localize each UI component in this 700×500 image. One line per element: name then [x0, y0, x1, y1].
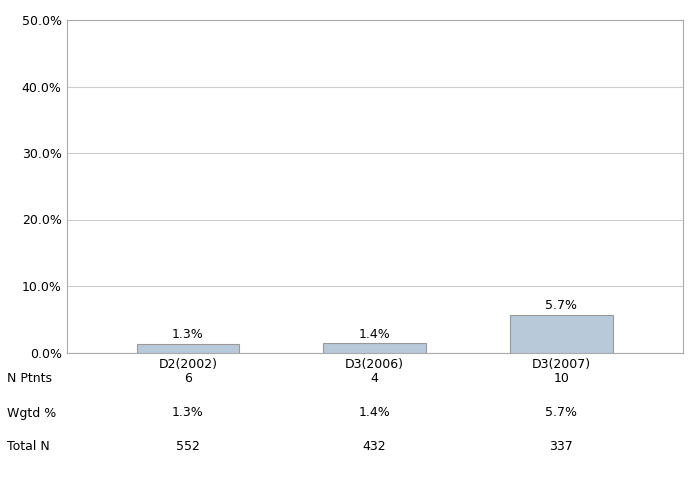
Text: 10: 10 — [553, 372, 569, 386]
Text: 6: 6 — [184, 372, 192, 386]
Text: 5.7%: 5.7% — [545, 299, 578, 312]
Bar — [136, 344, 239, 352]
Text: 4: 4 — [370, 372, 379, 386]
Text: 552: 552 — [176, 440, 199, 454]
Text: 432: 432 — [363, 440, 386, 454]
Text: 1.3%: 1.3% — [172, 328, 204, 341]
Bar — [323, 343, 426, 352]
Text: 5.7%: 5.7% — [545, 406, 578, 420]
Text: 1.4%: 1.4% — [358, 328, 391, 340]
Text: Wgtd %: Wgtd % — [7, 406, 56, 420]
Text: Total N: Total N — [7, 440, 50, 454]
Text: 1.3%: 1.3% — [172, 406, 204, 420]
Text: 1.4%: 1.4% — [358, 406, 391, 420]
Text: N Ptnts: N Ptnts — [7, 372, 52, 386]
Bar — [510, 314, 612, 352]
Text: 337: 337 — [550, 440, 573, 454]
